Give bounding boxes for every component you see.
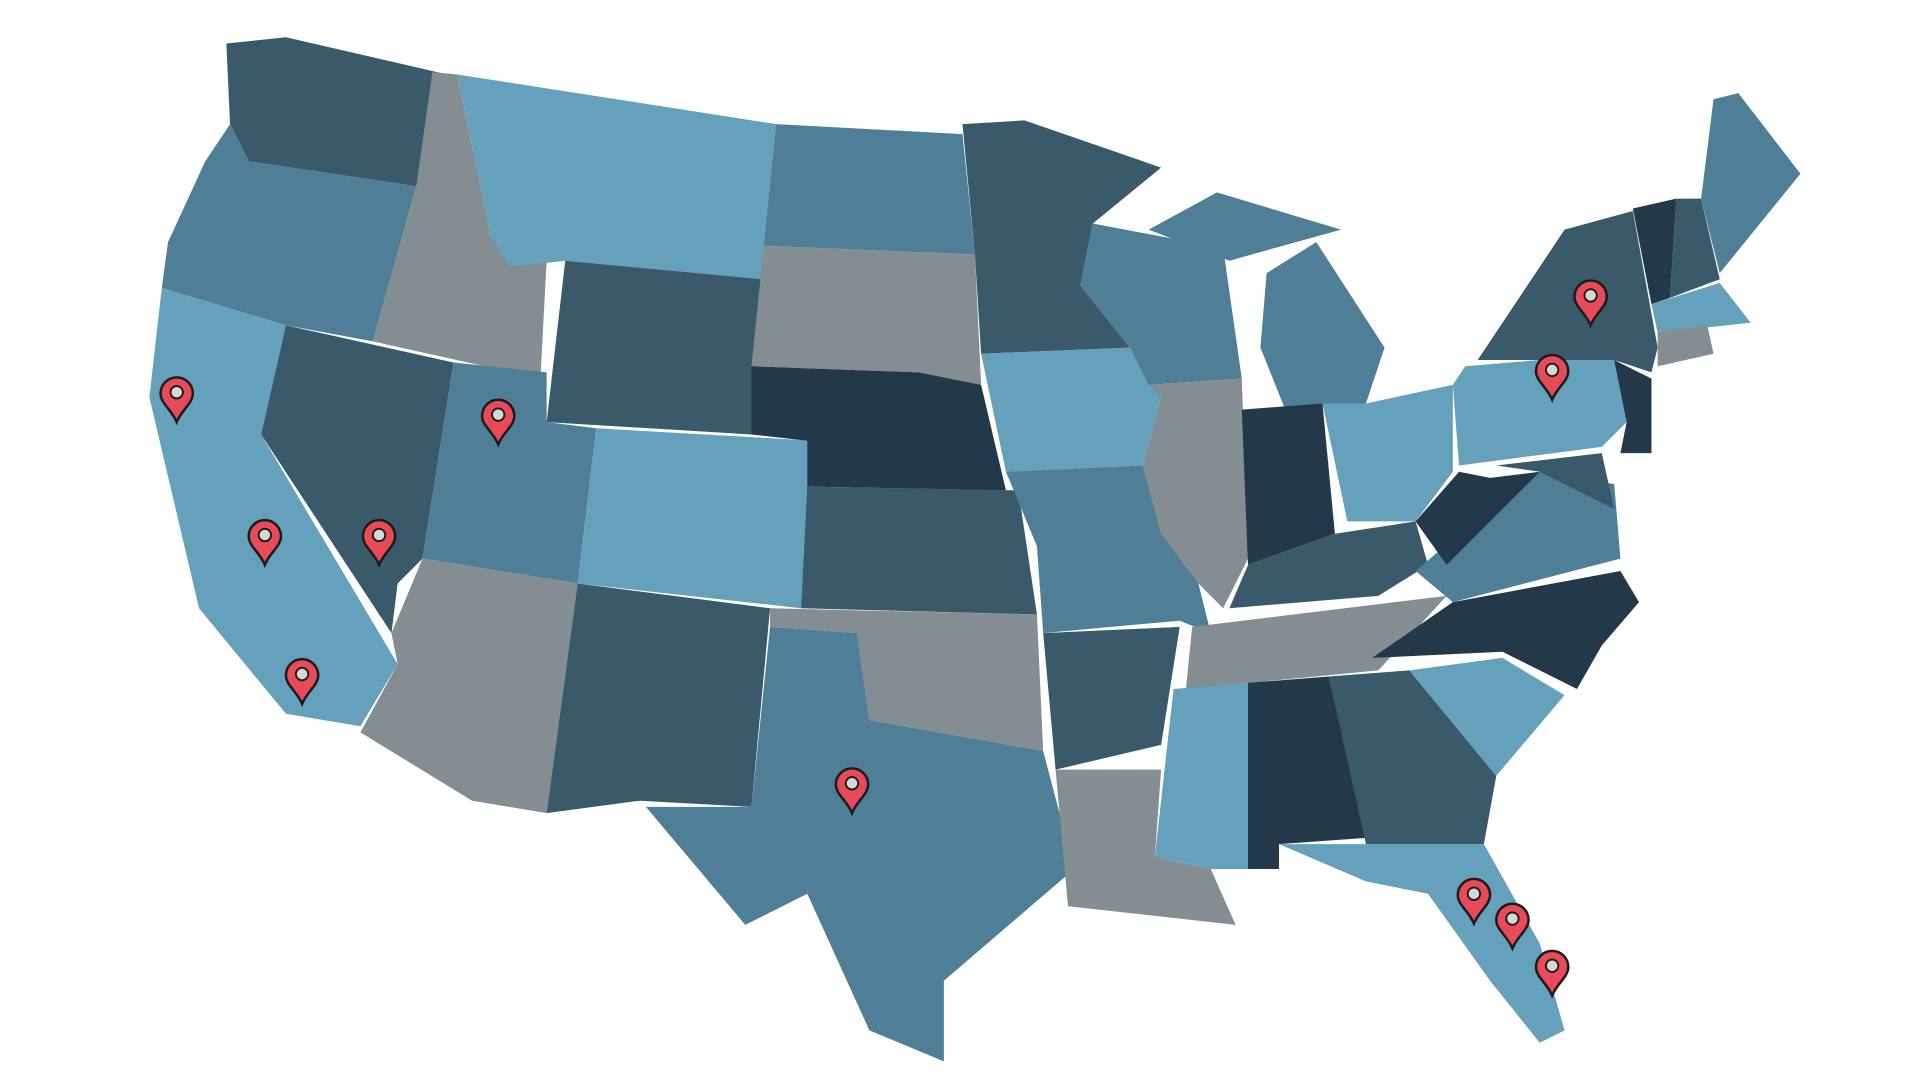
location-pin[interactable] — [834, 767, 870, 817]
state — [1154, 682, 1248, 869]
state — [1248, 676, 1366, 869]
state — [577, 428, 814, 609]
pin-body — [1456, 877, 1492, 927]
state — [1279, 844, 1565, 1043]
state — [1670, 198, 1720, 298]
state — [751, 245, 982, 385]
state — [763, 124, 975, 255]
state — [1632, 198, 1677, 305]
state — [1415, 471, 1540, 565]
state — [1477, 211, 1658, 373]
state — [981, 347, 1162, 472]
pin-dot — [371, 527, 387, 543]
pin-dot — [844, 776, 860, 791]
state — [1241, 403, 1335, 565]
location-pin[interactable] — [247, 518, 283, 569]
pin-body — [480, 398, 516, 448]
pin-body — [361, 518, 397, 569]
location-pin[interactable] — [1573, 279, 1609, 329]
state — [751, 366, 1006, 491]
state — [1614, 360, 1652, 454]
pin-body — [834, 767, 870, 817]
state — [422, 362, 597, 584]
state — [1328, 670, 1497, 845]
state — [1701, 93, 1801, 274]
state — [457, 74, 777, 280]
pin-dot — [1545, 958, 1560, 973]
pin-body — [159, 376, 195, 426]
state — [149, 288, 398, 727]
state — [1148, 192, 1342, 261]
pin-body — [284, 657, 320, 708]
state — [1260, 242, 1385, 410]
pin-dot — [169, 385, 184, 400]
location-pin[interactable] — [1534, 949, 1570, 999]
pin-dot — [1466, 886, 1482, 901]
state — [1496, 453, 1615, 509]
state — [1185, 595, 1447, 689]
pin-body — [1534, 949, 1570, 999]
state — [962, 120, 1162, 354]
location-pin[interactable] — [284, 657, 320, 708]
pin-dot — [1545, 362, 1560, 378]
state — [645, 626, 1075, 1062]
state — [1372, 571, 1640, 689]
state — [1415, 471, 1621, 603]
state — [801, 486, 1037, 615]
pin-dot — [1583, 288, 1598, 303]
state — [1452, 353, 1627, 466]
location-pin[interactable] — [1456, 877, 1492, 927]
state — [1080, 223, 1242, 385]
pins — [159, 279, 1609, 999]
state — [226, 37, 448, 187]
pin-body — [247, 518, 283, 569]
state — [372, 72, 547, 379]
state — [360, 558, 578, 814]
state — [1409, 657, 1565, 776]
state — [546, 260, 764, 435]
state — [261, 325, 454, 634]
state — [1651, 283, 1751, 333]
state — [1322, 384, 1453, 522]
pin-body — [1534, 353, 1570, 404]
state — [1043, 626, 1180, 770]
location-pin[interactable] — [361, 518, 397, 569]
state — [161, 124, 417, 342]
state — [1055, 769, 1236, 925]
location-pin[interactable] — [159, 376, 195, 426]
pin-dot — [491, 407, 506, 422]
state — [1229, 521, 1428, 609]
pin-dot — [1505, 911, 1520, 926]
pin-body — [1495, 902, 1530, 952]
state — [770, 608, 1044, 752]
location-pin[interactable] — [480, 398, 516, 448]
location-pin[interactable] — [1495, 902, 1530, 952]
state — [546, 583, 771, 814]
state — [1142, 378, 1248, 609]
state — [1657, 325, 1714, 367]
location-pin[interactable] — [1534, 353, 1570, 404]
pin-dot — [257, 527, 272, 543]
states — [149, 37, 1801, 1062]
pin-dot — [294, 666, 310, 682]
pin-body — [1573, 279, 1609, 329]
